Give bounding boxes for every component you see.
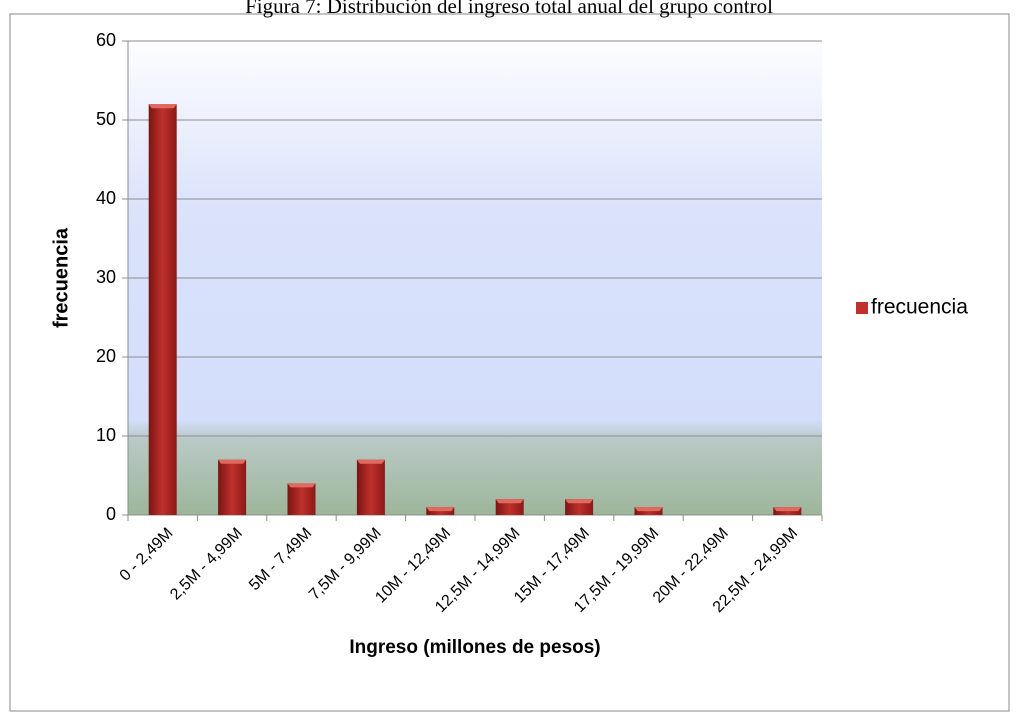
bar <box>148 104 177 515</box>
bar-cap <box>634 507 663 512</box>
bar-cap <box>426 507 455 512</box>
bar-cap <box>356 459 385 464</box>
chart-title: Figura 7: Distribución del ingreso total… <box>245 0 773 18</box>
bar-cap <box>218 459 247 464</box>
y-axis-label: frecuencia <box>50 227 72 328</box>
legend-swatch <box>856 302 868 314</box>
bar <box>218 459 247 515</box>
x-axis-label: Ingreso (millones de pesos) <box>349 637 600 658</box>
y-tick-label: 20 <box>96 346 116 366</box>
y-tick-label: 40 <box>96 188 116 208</box>
y-tick-label: 0 <box>106 504 116 524</box>
bar-cap <box>495 499 524 504</box>
y-tick-label: 30 <box>96 267 116 287</box>
legend-label: frecuencia <box>871 296 968 319</box>
bar-cap <box>773 507 802 512</box>
bar-cap <box>148 104 177 109</box>
y-tick-label: 10 <box>96 425 116 445</box>
bar <box>287 483 316 515</box>
bar-cap <box>565 499 594 504</box>
bar-cap <box>287 483 316 488</box>
bar <box>356 459 385 515</box>
y-tick-label: 60 <box>96 30 116 50</box>
y-tick-label: 50 <box>96 109 116 129</box>
